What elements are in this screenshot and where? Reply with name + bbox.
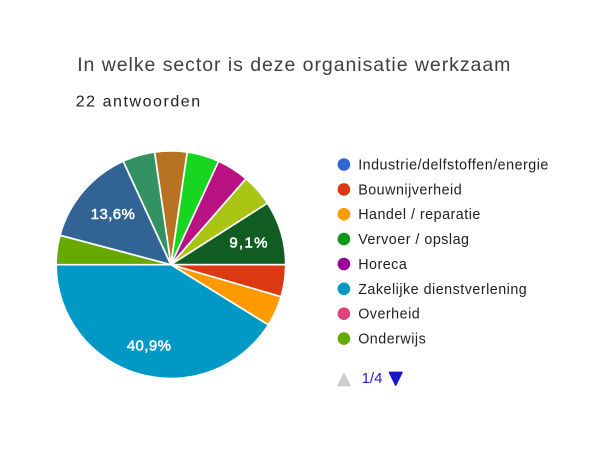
svg-text:In welke sector is deze organi: In welke sector is deze organisatie werk…: [77, 54, 511, 76]
svg-text:40,9%: 40,9%: [127, 338, 172, 355]
svg-text:Onderwijs: Onderwijs: [358, 332, 426, 348]
svg-text:13,6%: 13,6%: [91, 206, 136, 223]
svg-text:Zakelijke dienstverlening: Zakelijke dienstverlening: [358, 282, 527, 298]
svg-text:1/4: 1/4: [362, 370, 383, 387]
svg-text:Bouwnijverheid: Bouwnijverheid: [358, 182, 462, 198]
svg-text:Handel / reparatie: Handel / reparatie: [358, 207, 481, 223]
svg-text:22 antwoorden: 22 antwoorden: [76, 94, 202, 111]
svg-text:Overheid: Overheid: [358, 307, 420, 323]
svg-text:Vervoer / opslag: Vervoer / opslag: [358, 232, 469, 248]
svg-text:Industrie/delfstoffen/energie: Industrie/delfstoffen/energie: [358, 158, 549, 174]
svg-text:Horeca: Horeca: [358, 257, 407, 273]
svg-text:9,1%: 9,1%: [229, 234, 268, 251]
